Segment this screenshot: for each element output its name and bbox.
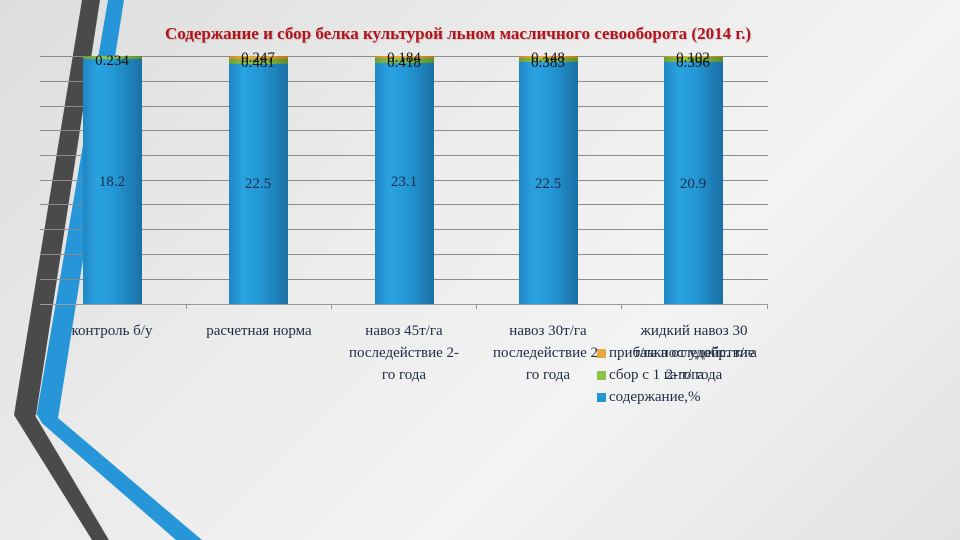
- data-label-content: 22.5: [534, 176, 562, 192]
- bar-segment-content: [664, 62, 723, 304]
- bar-segment-content: [519, 62, 578, 304]
- data-label-yield: 0.481: [241, 55, 275, 71]
- bar-raschetnaya-norma[interactable]: [229, 56, 288, 304]
- x-axis-tick: [767, 304, 768, 309]
- category-label-zhidkiy-navoz: жидкий навоз 30 т/га последействие 2-го …: [633, 320, 754, 386]
- data-label-content: 23.1: [390, 174, 418, 190]
- bar-segment-gain: [664, 56, 723, 57]
- chart-legend: прибавка от удобр. т/га сбор с 1 га т/га…: [597, 342, 757, 408]
- category-label-line: контроль б/у: [71, 323, 153, 339]
- data-label-yield: 0.234: [95, 53, 129, 69]
- data-label-content: 18.2: [98, 174, 126, 190]
- category-label-line: последействие 2-: [492, 345, 604, 361]
- data-label-yield: 0.383: [531, 55, 565, 71]
- category-label-line: расчетная норма: [206, 323, 312, 339]
- legend-item-gain[interactable]: прибавка от удобр. т/га: [597, 342, 757, 364]
- data-label-gain: 0.247: [241, 50, 275, 66]
- category-label-line: последействие 2-: [348, 345, 460, 361]
- bar-segment-yield: [83, 56, 142, 59]
- category-label-navoz-45: навоз 45т/га последействие 2- го года: [349, 320, 459, 386]
- category-label-line: го года: [381, 367, 427, 383]
- bar-segment-gain: [375, 56, 434, 58]
- data-label-gain: 0.184: [387, 50, 421, 66]
- data-label-yield: 0.396: [676, 55, 710, 71]
- bar-segment-yield: [375, 58, 434, 63]
- x-axis-tick: [621, 304, 622, 309]
- bar-segment-gain: [519, 56, 578, 58]
- bar-segment-yield: [519, 58, 578, 62]
- category-label-line: 2-го года: [665, 367, 723, 383]
- data-label-content: 20.9: [679, 176, 707, 192]
- category-label-navoz-30: навоз 30т/га последействие 2- го года: [493, 320, 603, 386]
- x-axis-tick: [331, 304, 332, 309]
- legend-swatch-orange-icon: [597, 348, 606, 358]
- bar-navoz-45[interactable]: [375, 56, 434, 304]
- legend-label: содержание,%: [609, 388, 701, 405]
- bar-segment-yield: [664, 57, 723, 62]
- legend-swatch-green-icon: [597, 370, 606, 380]
- bar-segment-content: [229, 64, 288, 304]
- bar-segment-gain: [229, 56, 288, 59]
- bar-segment-yield: [229, 59, 288, 64]
- legend-label: прибавка от удобр. т/га: [609, 344, 757, 361]
- x-axis-tick: [476, 304, 477, 309]
- bar-segment-content: [83, 59, 142, 304]
- category-label-line: го года: [525, 367, 571, 383]
- bar-kontrol[interactable]: [83, 56, 142, 304]
- category-label-line: навоз 45т/га: [365, 323, 443, 339]
- legend-item-content[interactable]: содержание,%: [597, 386, 757, 408]
- category-label-line: жидкий навоз 30: [640, 323, 748, 339]
- chart-title: Содержание и сбор белка культурой льном …: [164, 24, 752, 43]
- bar-segment-content: [375, 63, 434, 304]
- bar-zhidkiy-navoz-30[interactable]: [664, 56, 723, 304]
- category-label-line: т/га последействие: [633, 345, 755, 361]
- data-label-gain: 0.102: [676, 50, 710, 66]
- x-axis: [40, 304, 768, 305]
- legend-item-yield[interactable]: сбор с 1 га т/га: [597, 364, 757, 386]
- data-label-gain: 0.148: [531, 50, 565, 66]
- category-label-raschetnaya-norma: расчетная норма: [206, 320, 311, 342]
- plot-area: 18.2 22.5 23.1 22.5 20.9 0.234 0.481 0.4…: [40, 50, 768, 309]
- legend-label: сбор с 1 га т/га: [609, 366, 704, 383]
- data-label-content: 22.5: [244, 176, 272, 192]
- bar-navoz-30[interactable]: [519, 56, 578, 304]
- category-label-line: навоз 30т/га: [509, 323, 587, 339]
- legend-swatch-blue-icon: [597, 392, 606, 402]
- x-axis-tick: [186, 304, 187, 309]
- category-label-kontrol: контроль б/у: [72, 320, 153, 342]
- data-label-yield: 0.418: [387, 55, 421, 71]
